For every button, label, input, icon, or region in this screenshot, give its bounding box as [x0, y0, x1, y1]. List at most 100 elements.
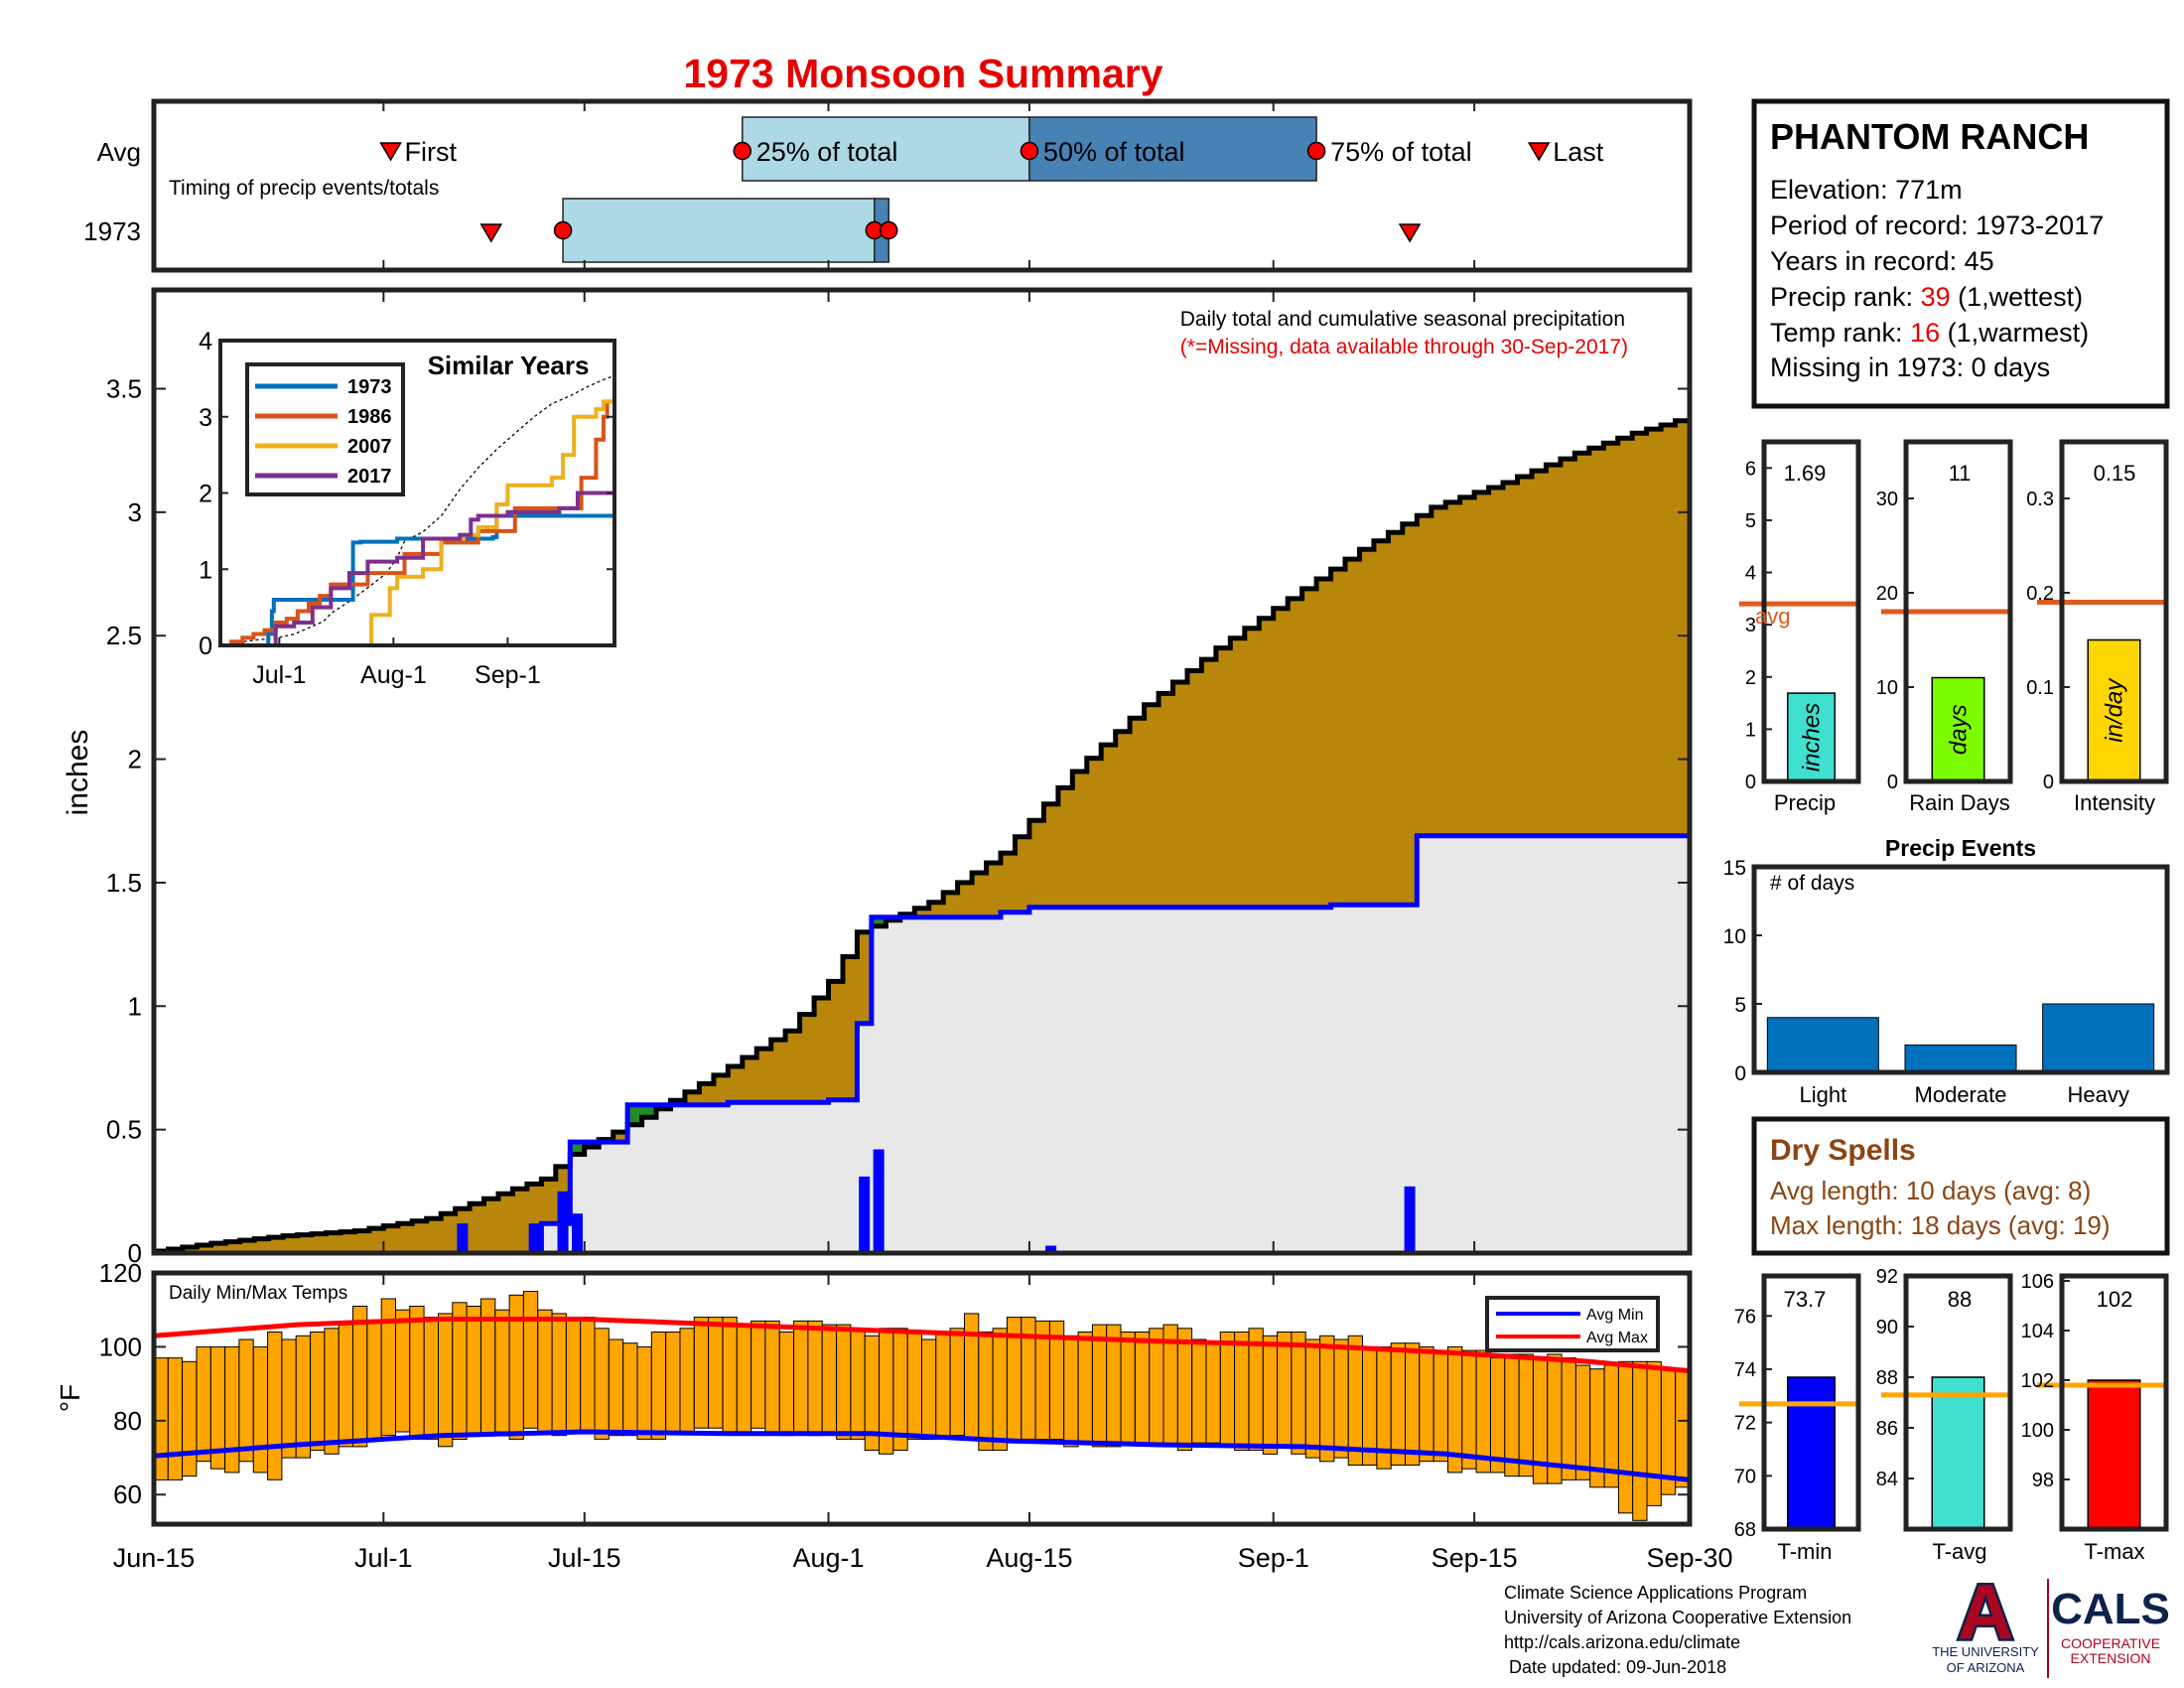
daily-temp-bar [1390, 1342, 1406, 1466]
series-line-2017 [220, 491, 614, 647]
missing-note: (*=Missing, data available through 30-Se… [1180, 336, 1628, 358]
inset-y-tick-label: 1 [199, 556, 212, 584]
y-tick-label: 104 [2021, 1321, 2054, 1342]
daily-temp-bar [622, 1342, 638, 1437]
bar-unit-label: inches [1799, 703, 1826, 772]
elevation: Elevation: 771m [1770, 175, 1963, 205]
daily-precip-bar [572, 1213, 584, 1253]
daily-temp-bar [522, 1291, 539, 1429]
timing-panel: Avg 1973 Timing of precip events/totals … [83, 98, 1693, 273]
y-tick-label: 3 [1745, 615, 1756, 636]
daily-temp-bar [921, 1338, 937, 1440]
similar-years-inset: 0 1 2 3 4 Jul-1 Aug-1 Sep-1 Similar Years 1973… [199, 328, 616, 689]
y-tick-label: 0.3 [2026, 489, 2054, 510]
plot-frame [1751, 864, 2170, 1075]
daily-temp-bar [892, 1328, 908, 1452]
daily-temp-bar [722, 1317, 738, 1433]
raindays-value: 11 [1949, 461, 1972, 486]
legend-label-2017: 2017 [347, 466, 392, 488]
y-tick-label: 0.2 [2026, 583, 2054, 605]
station-info-box: PHANTOM RANCH Elevation: 771m Period of … [1751, 98, 2170, 409]
series-line-1986 [220, 399, 614, 647]
station-name: PHANTOM RANCH [1770, 116, 2089, 157]
y-tick-label: 5 [1734, 994, 1746, 1017]
daily-temp-bar [267, 1332, 283, 1480]
daily-temp-bar [252, 1345, 269, 1474]
daily-temp-bar [978, 1332, 994, 1452]
daily-temp-bar [1077, 1332, 1093, 1444]
p25-label: 25% of total [756, 137, 898, 167]
event-bar [2042, 1003, 2155, 1073]
year-row-label: 1973 [83, 216, 141, 246]
daily-temp-bar [395, 1309, 411, 1433]
daily-temp-bar [338, 1324, 354, 1448]
y-tick-label: 20 [1876, 583, 1898, 605]
daily-temp-bar [1149, 1328, 1164, 1444]
value-bar [2087, 1379, 2141, 1530]
avg-q2-box [1028, 116, 1317, 182]
footer-date: Date updated: 09-Jun-2018 [1504, 1657, 1726, 1677]
y-tick-label: 88 [1876, 1367, 1898, 1389]
daily-temp-bar [1646, 1360, 1662, 1506]
daily-temp-bar [537, 1309, 553, 1433]
daily-temp-bar [1219, 1332, 1236, 1448]
event-category-label: Moderate [1915, 1082, 2007, 1107]
daily-temp-bar [1120, 1332, 1136, 1444]
y-tick-label: 0 [1734, 1062, 1746, 1085]
daily-temp-bar [764, 1320, 780, 1433]
avg-last-marker [1527, 142, 1551, 162]
y-tick-label: 2.5 [106, 621, 142, 650]
x-tick-label: Jul-15 [548, 1543, 621, 1573]
daily-temp-bar [1262, 1335, 1279, 1455]
daily-temp-bar [1347, 1335, 1363, 1467]
daily-temp-bar [992, 1328, 1008, 1452]
daily-temp-bar [836, 1324, 852, 1440]
year-p25-marker [553, 220, 573, 240]
footer-url[interactable]: http://cals.arizona.edu/climate [1504, 1632, 1740, 1652]
tavg-xlabel: T-avg [1932, 1539, 1986, 1564]
tmax-bar-chart: 98 100 102 104 106 102 T-max [2021, 1271, 2169, 1564]
avg-p75-marker [1306, 141, 1326, 161]
daily-temp-bar [580, 1317, 596, 1433]
daily-temp-bar [751, 1320, 766, 1429]
daily-temp-bar [1205, 1342, 1221, 1444]
ua-logo-letter: A [1958, 1568, 2013, 1655]
temp-rank: Temp rank: 16 (1,warmest) [1770, 318, 2089, 348]
y-tick-label: 92 [1876, 1266, 1898, 1288]
y-tick-label: 10 [1723, 925, 1746, 948]
temp-ylabel: °F [55, 1384, 85, 1412]
daily-temp-bar [1191, 1338, 1207, 1444]
daily-temp-bar [650, 1332, 667, 1440]
y-tick-label: 10 [1876, 677, 1898, 699]
years-in-record: Years in record: 45 [1770, 246, 1994, 276]
daily-temp-bar [1248, 1328, 1264, 1452]
daily-temp-bar [693, 1317, 710, 1429]
x-tick-label: Jun-15 [113, 1543, 196, 1573]
ua-logo-text2: OF ARIZONA [1947, 1660, 2025, 1675]
plot-frame [2059, 439, 2169, 784]
daily-temp-bar [1063, 1335, 1079, 1448]
bar-unit-label: days [1946, 704, 1973, 755]
tmin-xlabel: T-min [1778, 1539, 1833, 1564]
y-tick-label: 102 [2021, 1370, 2054, 1392]
temp-legend-box [1485, 1296, 1660, 1352]
daily-temp-bar [1291, 1332, 1306, 1455]
daily-temp-bar [1277, 1332, 1293, 1448]
y-tick-label: 3 [128, 497, 142, 527]
daily-precip-bar [1045, 1245, 1057, 1253]
raindays-bar-xlabel: Rain Days [1909, 790, 2009, 815]
avg-max-legend: Avg Max [1586, 1330, 1648, 1346]
daily-precip-bar [1404, 1186, 1416, 1253]
plot-frame [1761, 1273, 1861, 1532]
value-bar [1787, 1376, 1836, 1530]
daily-temp-bar [1518, 1353, 1534, 1477]
dry-spells-box: Dry Spells Avg length: 10 days (avg: 8) … [1751, 1116, 2170, 1256]
inset-y-tick-label: 0 [199, 633, 212, 660]
avg-p50-marker [1020, 141, 1039, 161]
series-line-2007 [220, 399, 614, 647]
daily-temp-bar [1574, 1364, 1591, 1480]
temperature-chart: 60 80 100 120 Daily Min/Max Temps °F Avg Mi… [55, 1258, 1693, 1527]
period-of-record: Period of record: 1973-2017 [1770, 211, 2104, 240]
daily-temp-bar [423, 1317, 440, 1440]
